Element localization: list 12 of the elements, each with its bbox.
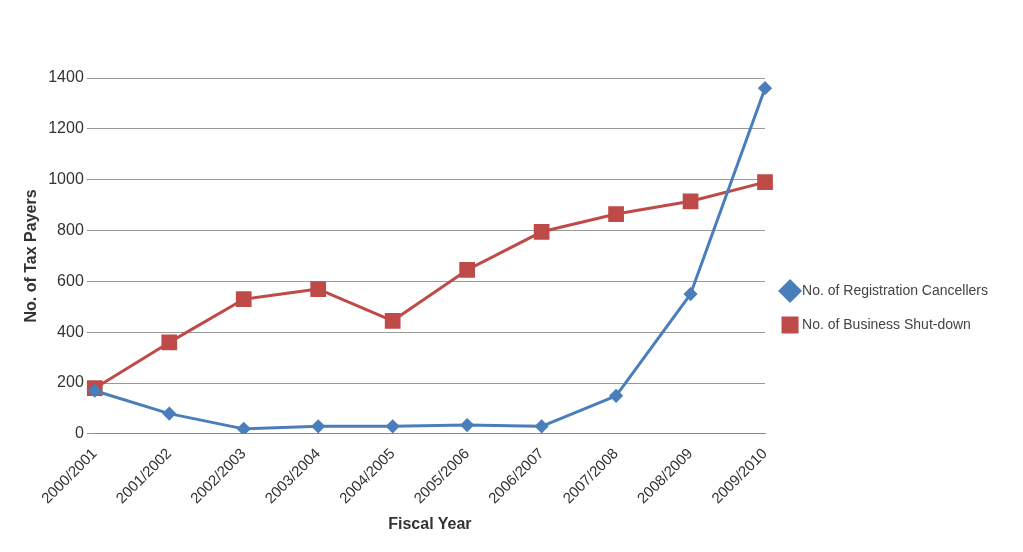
y-tick-label: 1400 xyxy=(48,68,84,86)
legend-label: No. of Registration Cancellers xyxy=(802,281,989,298)
y-tick-label: 1000 xyxy=(48,170,84,188)
y-tick-label: 1200 xyxy=(48,119,84,137)
y-tick-label: 200 xyxy=(57,373,84,391)
y-tick-label: 600 xyxy=(57,271,84,289)
legend-label: No. of Business Shut-down xyxy=(802,315,971,332)
y-tick-label: 800 xyxy=(57,220,84,238)
y-axis-title: No. of Tax Payers xyxy=(22,189,40,323)
y-tick-label: 400 xyxy=(57,322,84,340)
x-axis-title: Fiscal Year xyxy=(388,514,472,532)
y-tick-label: 0 xyxy=(74,424,84,442)
